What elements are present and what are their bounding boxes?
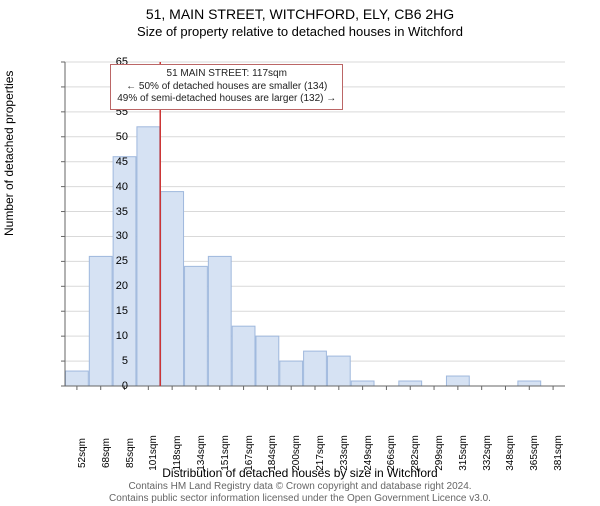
x-tick-label: 249sqm bbox=[363, 435, 374, 471]
x-tick-label: 101sqm bbox=[148, 435, 159, 471]
x-tick-label: 217sqm bbox=[315, 435, 326, 471]
x-tick-label: 134sqm bbox=[196, 435, 207, 471]
page-title: 51, MAIN STREET, WITCHFORD, ELY, CB6 2HG bbox=[0, 6, 600, 22]
histogram-svg bbox=[55, 56, 575, 426]
y-tick-label: 10 bbox=[103, 330, 128, 342]
histogram-bar bbox=[256, 336, 279, 386]
callout-box: 51 MAIN STREET: 117sqm← 50% of detached … bbox=[110, 64, 343, 110]
histogram-bar bbox=[327, 356, 350, 386]
callout-line3: 49% of semi-detached houses are larger (… bbox=[117, 93, 336, 106]
histogram-bar bbox=[185, 266, 208, 386]
x-tick-label: 167sqm bbox=[244, 435, 255, 471]
histogram-bar bbox=[232, 326, 255, 386]
x-tick-label: 200sqm bbox=[291, 435, 302, 471]
x-tick-label: 365sqm bbox=[529, 435, 540, 471]
histogram-bar bbox=[446, 376, 469, 386]
y-tick-label: 0 bbox=[103, 380, 128, 392]
page-subtitle: Size of property relative to detached ho… bbox=[0, 24, 600, 39]
plot-area bbox=[55, 56, 575, 426]
x-tick-label: 184sqm bbox=[267, 435, 278, 471]
x-tick-label: 381sqm bbox=[553, 435, 564, 471]
callout-line2: ← 50% of detached houses are smaller (13… bbox=[117, 81, 336, 94]
histogram-bar bbox=[208, 256, 231, 386]
y-tick-label: 15 bbox=[103, 305, 128, 317]
footer-attribution: Contains HM Land Registry data © Crown c… bbox=[0, 481, 600, 504]
x-tick-label: 348sqm bbox=[505, 435, 516, 471]
x-tick-label: 68sqm bbox=[101, 438, 112, 468]
histogram-bar bbox=[280, 361, 303, 386]
histogram-bar bbox=[161, 192, 184, 386]
histogram-bar bbox=[399, 381, 422, 386]
chart-container: 51, MAIN STREET, WITCHFORD, ELY, CB6 2HG… bbox=[0, 6, 600, 506]
callout-line1: 51 MAIN STREET: 117sqm bbox=[117, 68, 336, 81]
x-tick-label: 315sqm bbox=[458, 435, 469, 471]
histogram-bar bbox=[137, 127, 160, 386]
y-tick-label: 45 bbox=[103, 156, 128, 168]
histogram-bar bbox=[66, 371, 89, 386]
x-tick-label: 52sqm bbox=[77, 438, 88, 468]
histogram-bar bbox=[304, 351, 327, 386]
y-tick-label: 25 bbox=[103, 255, 128, 267]
y-tick-label: 20 bbox=[103, 280, 128, 292]
x-tick-label: 282sqm bbox=[410, 435, 421, 471]
y-axis-label: Number of detached properties bbox=[2, 71, 16, 236]
y-tick-label: 35 bbox=[103, 206, 128, 218]
x-tick-label: 233sqm bbox=[339, 435, 350, 471]
y-tick-label: 40 bbox=[103, 181, 128, 193]
x-tick-label: 299sqm bbox=[434, 435, 445, 471]
x-tick-label: 151sqm bbox=[220, 435, 231, 471]
x-tick-label: 332sqm bbox=[482, 435, 493, 471]
footer-line1: Contains HM Land Registry data © Crown c… bbox=[0, 481, 600, 493]
footer-line2: Contains public sector information licen… bbox=[0, 493, 600, 505]
histogram-bar bbox=[351, 381, 374, 386]
y-tick-label: 5 bbox=[103, 355, 128, 367]
x-tick-label: 266sqm bbox=[386, 435, 397, 471]
histogram-bar bbox=[518, 381, 541, 386]
x-tick-label: 118sqm bbox=[172, 436, 183, 471]
x-tick-label: 85sqm bbox=[125, 438, 136, 468]
y-tick-label: 30 bbox=[103, 230, 128, 242]
y-tick-label: 50 bbox=[103, 131, 128, 143]
